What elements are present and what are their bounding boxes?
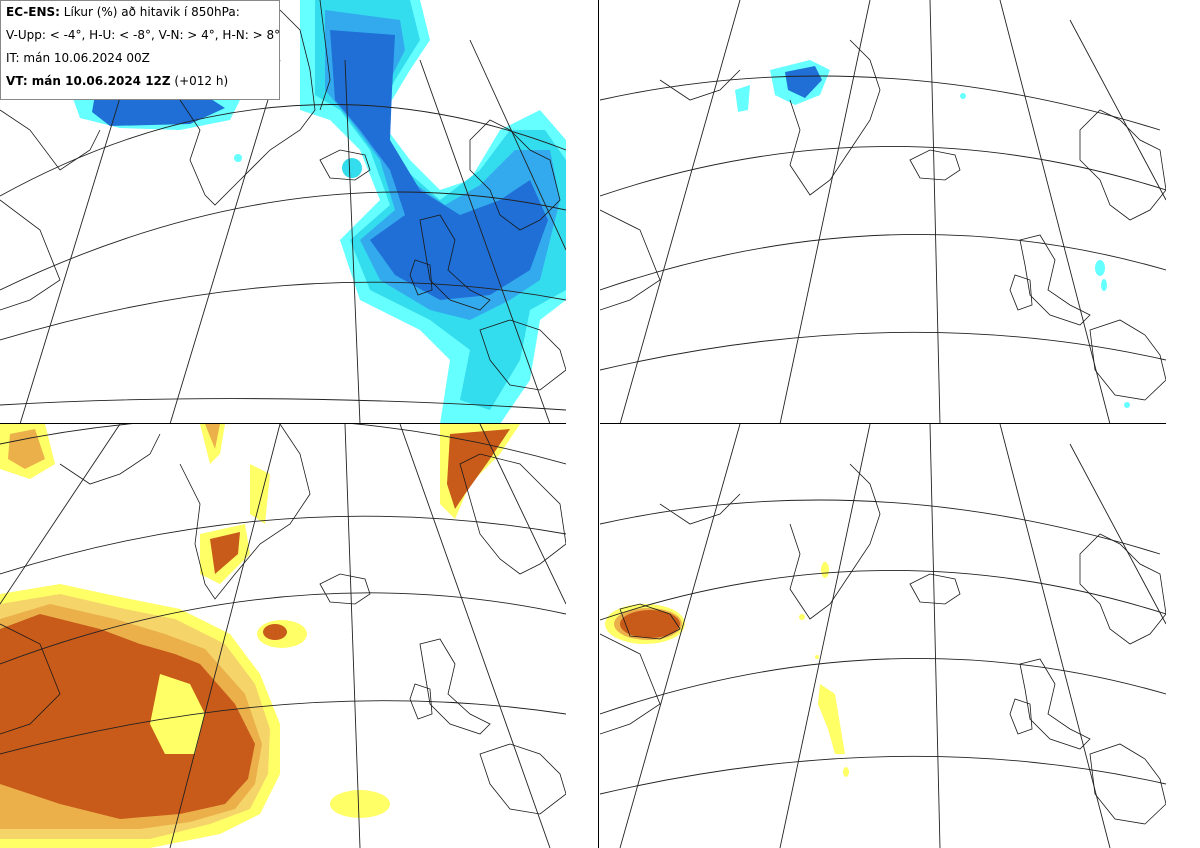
init-time: IT: mán 10.06.2024 00Z bbox=[6, 51, 150, 65]
model-name: EC-ENS: bbox=[6, 5, 60, 19]
lead-time: (+012 h) bbox=[170, 74, 229, 88]
info-box: EC-ENS: Líkur (%) að hitavik í 850hPa: V… bbox=[0, 0, 280, 100]
field-description: Líkur (%) að hitavik í 850hPa: bbox=[59, 5, 240, 19]
map-panel-h-u: 1009565355 bbox=[600, 0, 1166, 424]
probability-field bbox=[0, 424, 520, 848]
coastlines bbox=[600, 463, 1166, 825]
divider-horizontal-right bbox=[600, 423, 1166, 424]
threshold-text: V-Upp: < -4°, H-U: < -8°, V-N: > 4°, H-N… bbox=[6, 28, 281, 42]
map-panel-h-n: 1009565355 bbox=[600, 424, 1166, 848]
map-v-n bbox=[0, 424, 566, 848]
coastlines bbox=[0, 424, 566, 815]
graticule bbox=[600, 0, 1166, 424]
map-h-n bbox=[600, 424, 1166, 848]
coastlines bbox=[0, 0, 566, 391]
coastlines bbox=[600, 39, 1166, 401]
graticule bbox=[600, 424, 1166, 848]
map-panel-v-n: 1009565355 bbox=[0, 424, 566, 848]
probability-field bbox=[735, 60, 1130, 408]
graticule bbox=[0, 424, 566, 848]
valid-time: VT: mán 10.06.2024 12Z bbox=[6, 74, 171, 88]
map-v-upp bbox=[0, 0, 566, 424]
probability-field bbox=[605, 562, 849, 777]
divider-vertical bbox=[598, 0, 599, 848]
map-panel-v-upp: EC-ENS: Líkur (%) að hitavik í 850hPa: V… bbox=[0, 0, 566, 424]
divider-horizontal-left bbox=[0, 423, 566, 424]
map-h-u bbox=[600, 0, 1166, 424]
probability-field bbox=[70, 0, 566, 424]
graticule bbox=[0, 0, 566, 424]
